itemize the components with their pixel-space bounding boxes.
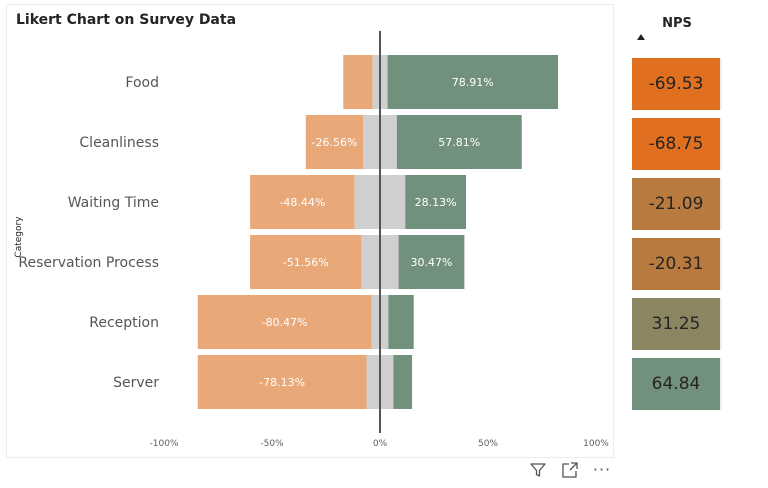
- nps-cell: -20.31: [632, 238, 722, 290]
- bar-positive: [393, 355, 413, 409]
- bar-negative: [250, 235, 362, 289]
- sort-ascending-icon[interactable]: [637, 34, 645, 40]
- category-label: Waiting Time: [68, 195, 159, 211]
- likert-chart: 78.91% Food -26.56% 57.81% Cleanliness -48.44…: [14, 31, 609, 449]
- bar-positive: [398, 235, 465, 289]
- category-label: Reservation Process: [18, 255, 159, 271]
- chart-title: Likert Chart on Survey Data: [16, 12, 237, 28]
- bar-negative-label: -80.47%: [262, 316, 308, 329]
- bar-positive-label: 57.81%: [438, 136, 480, 149]
- bar-negative: [197, 355, 367, 409]
- bar-positive: [388, 295, 414, 349]
- nps-panel: NPS -69.53 -68.75 -21.09 -20.31 31.25 64…: [622, 8, 732, 428]
- x-tick-label: 0%: [373, 439, 388, 449]
- x-tick-label: 50%: [478, 439, 498, 449]
- bar-negative: [343, 55, 373, 109]
- bar-positive-label: 78.91%: [452, 76, 494, 89]
- y-axis-title: Category: [14, 216, 24, 258]
- x-tick-label: -100%: [150, 439, 179, 449]
- filter-icon[interactable]: [528, 460, 548, 480]
- bar-positive: [387, 55, 559, 109]
- category-label: Cleanliness: [79, 135, 159, 151]
- bar-positive-label: 28.13%: [415, 196, 457, 209]
- x-tick-label: -50%: [260, 439, 284, 449]
- more-options-icon[interactable]: ···: [592, 460, 612, 479]
- category-label: Server: [113, 375, 159, 391]
- likert-chart-panel: 78.91% Food -26.56% 57.81% Cleanliness -48.44…: [6, 4, 614, 458]
- nps-header[interactable]: NPS: [662, 16, 692, 31]
- bar-negative-label: -78.13%: [259, 376, 305, 389]
- nps-cell: -68.75: [632, 118, 722, 170]
- nps-cell: -69.53: [632, 58, 722, 110]
- bar-negative: [197, 295, 372, 349]
- nps-cell: 64.84: [632, 358, 722, 410]
- visual-toolbar: ···: [528, 460, 612, 480]
- bar-negative-label: -48.44%: [279, 196, 325, 209]
- bar-negative-label: -51.56%: [283, 256, 329, 269]
- category-label: Reception: [89, 315, 159, 331]
- x-tick-label: 100%: [583, 439, 609, 449]
- focus-mode-icon[interactable]: [560, 460, 580, 480]
- bar-positive: [396, 115, 522, 169]
- bar-positive: [405, 175, 467, 229]
- bar-negative: [250, 175, 355, 229]
- bar-negative: [305, 115, 364, 169]
- bar-negative-label: -26.56%: [312, 136, 358, 149]
- nps-cell: -21.09: [632, 178, 722, 230]
- nps-cell: 31.25: [632, 298, 722, 350]
- bar-positive-label: 30.47%: [411, 256, 453, 269]
- category-label: Food: [125, 75, 159, 91]
